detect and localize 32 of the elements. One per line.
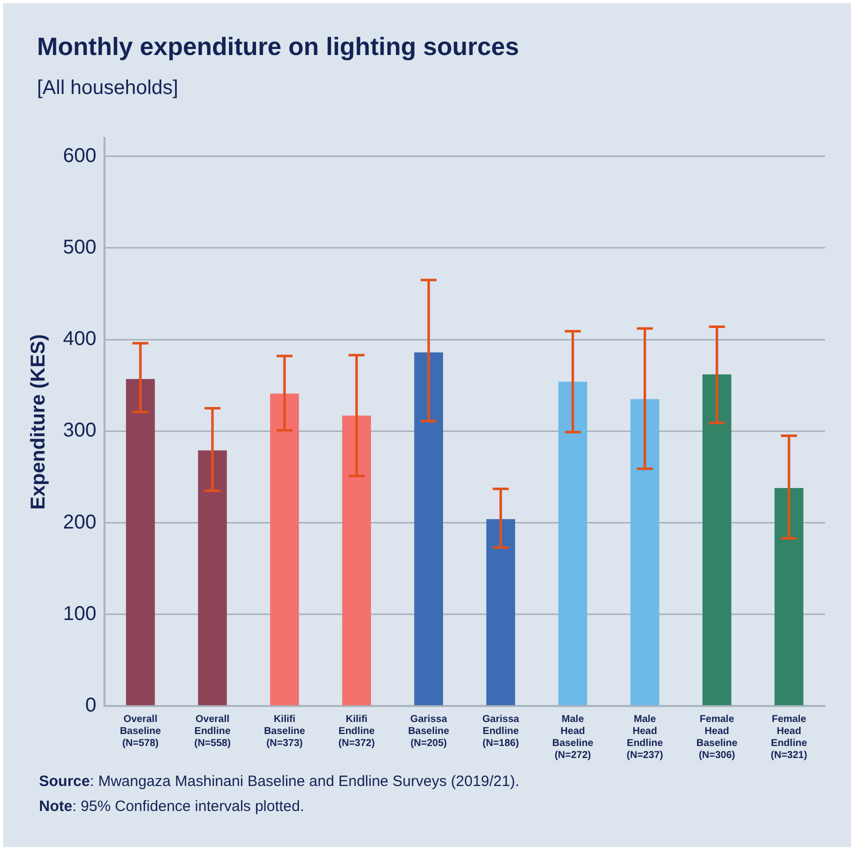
x-tick-label: Female Head Baseline (N=306) [696, 714, 738, 761]
bar [270, 394, 299, 706]
source-note: Source: Mwangaza Mashinani Baseline and Endline Surveys (2019/21). [39, 772, 520, 792]
x-tick-label: Garissa Baseline (N=205) [408, 714, 450, 749]
x-tick-label: Kilifi Endline (N=372) [338, 714, 376, 749]
text: Note: 95% Confidence intervals plotted. [39, 797, 306, 817]
y-tick-label: 100 [62, 602, 96, 625]
y-tick-label: 300 [62, 420, 96, 442]
x-tick-label: Female Head Endline (N=321) [770, 714, 808, 761]
y-tick-label: 600 [62, 144, 96, 167]
bar [126, 378, 155, 706]
bar [342, 416, 372, 706]
bar [702, 374, 732, 706]
chart-subtitle: [All households] [37, 77, 178, 100]
bar [630, 399, 660, 706]
x-tick-label: Overall Endline (N=558) [194, 714, 231, 749]
y-tick-label: 400 [62, 328, 96, 350]
y-tick-label: 0 [85, 694, 96, 717]
chart-title: Monthly expenditure on lighting sources [37, 33, 519, 62]
x-tick-label: Male Head Endline (N=237) [626, 714, 664, 761]
y-tick-label: 200 [62, 511, 96, 534]
bar [198, 450, 227, 706]
y-axis-title: Expenditure (KES) [28, 334, 50, 510]
bar [558, 382, 588, 706]
x-tick-label: Kilifi Baseline (N=373) [264, 714, 306, 749]
x-tick-label: Garissa Endline (N=186) [482, 714, 520, 749]
y-tick-label: 500 [62, 236, 96, 258]
x-tick-label: Overall Baseline (N=578) [120, 714, 162, 749]
bar [774, 488, 804, 706]
x-tick-label: Male Head Baseline (N=272) [552, 714, 594, 761]
bar [414, 352, 444, 706]
bar [486, 519, 516, 706]
